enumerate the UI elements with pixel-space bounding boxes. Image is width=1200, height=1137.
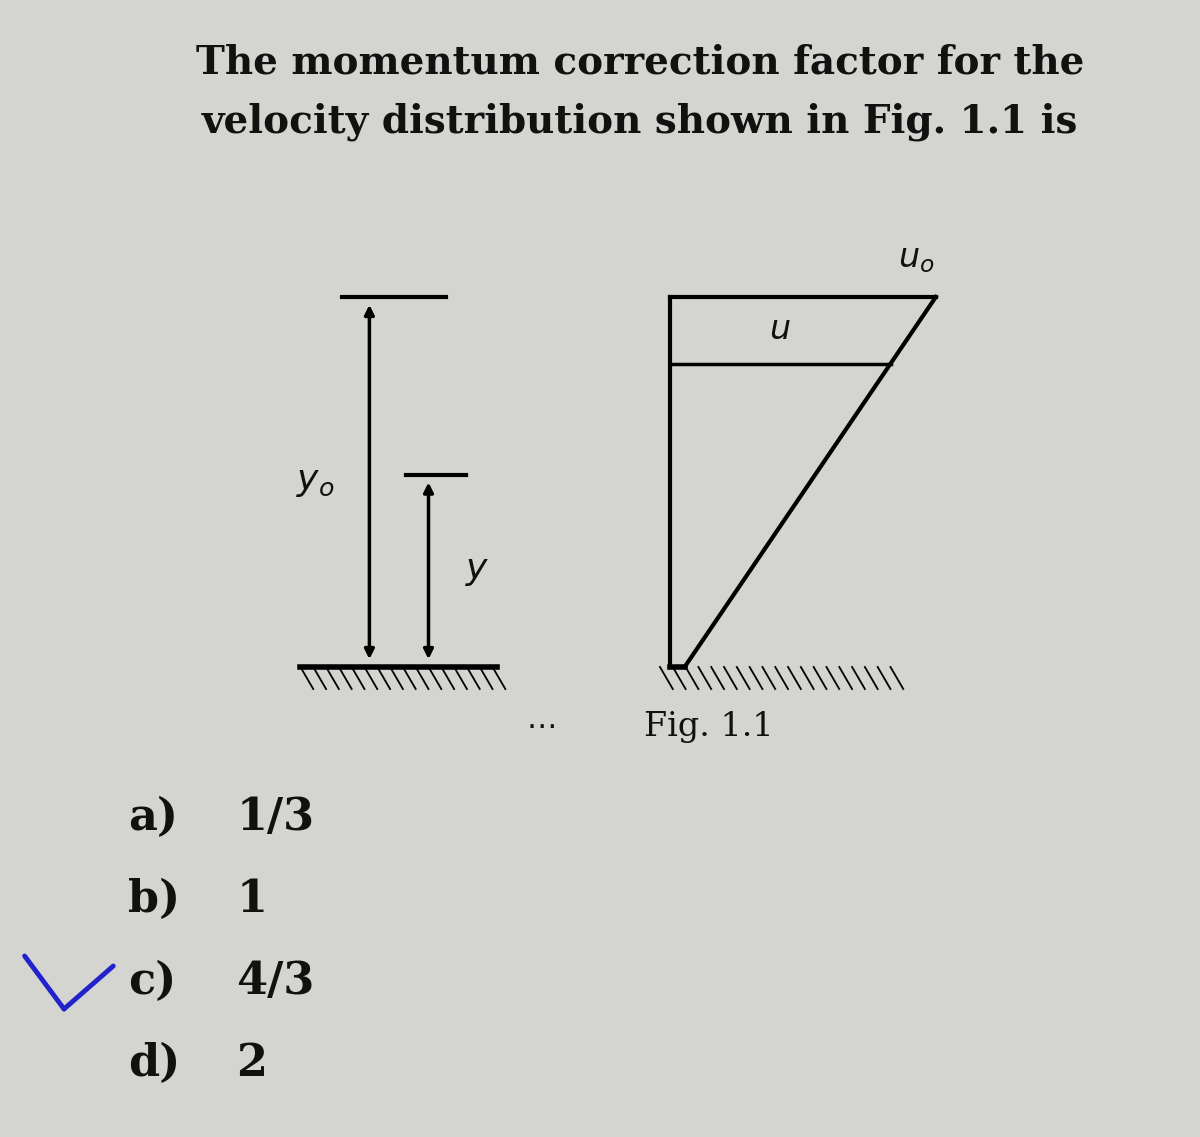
Text: a): a) xyxy=(128,796,178,838)
Text: 4/3: 4/3 xyxy=(236,960,314,1003)
Text: The momentum correction factor for the: The momentum correction factor for the xyxy=(196,43,1085,81)
Text: 2: 2 xyxy=(236,1041,268,1085)
Text: 1/3: 1/3 xyxy=(236,796,314,838)
Text: d): d) xyxy=(128,1041,180,1085)
Text: $u$: $u$ xyxy=(769,314,791,347)
Text: Fig. 1.1: Fig. 1.1 xyxy=(644,711,774,742)
Text: b): b) xyxy=(128,878,180,921)
Text: $y$: $y$ xyxy=(466,554,490,588)
Text: c): c) xyxy=(128,960,176,1003)
Text: velocity distribution shown in Fig. 1.1 is: velocity distribution shown in Fig. 1.1 … xyxy=(202,102,1079,141)
Text: 1: 1 xyxy=(236,878,268,921)
Text: ⋯: ⋯ xyxy=(527,713,557,741)
Text: $u_o$: $u_o$ xyxy=(898,243,935,275)
Text: $y_o$: $y_o$ xyxy=(296,465,335,499)
